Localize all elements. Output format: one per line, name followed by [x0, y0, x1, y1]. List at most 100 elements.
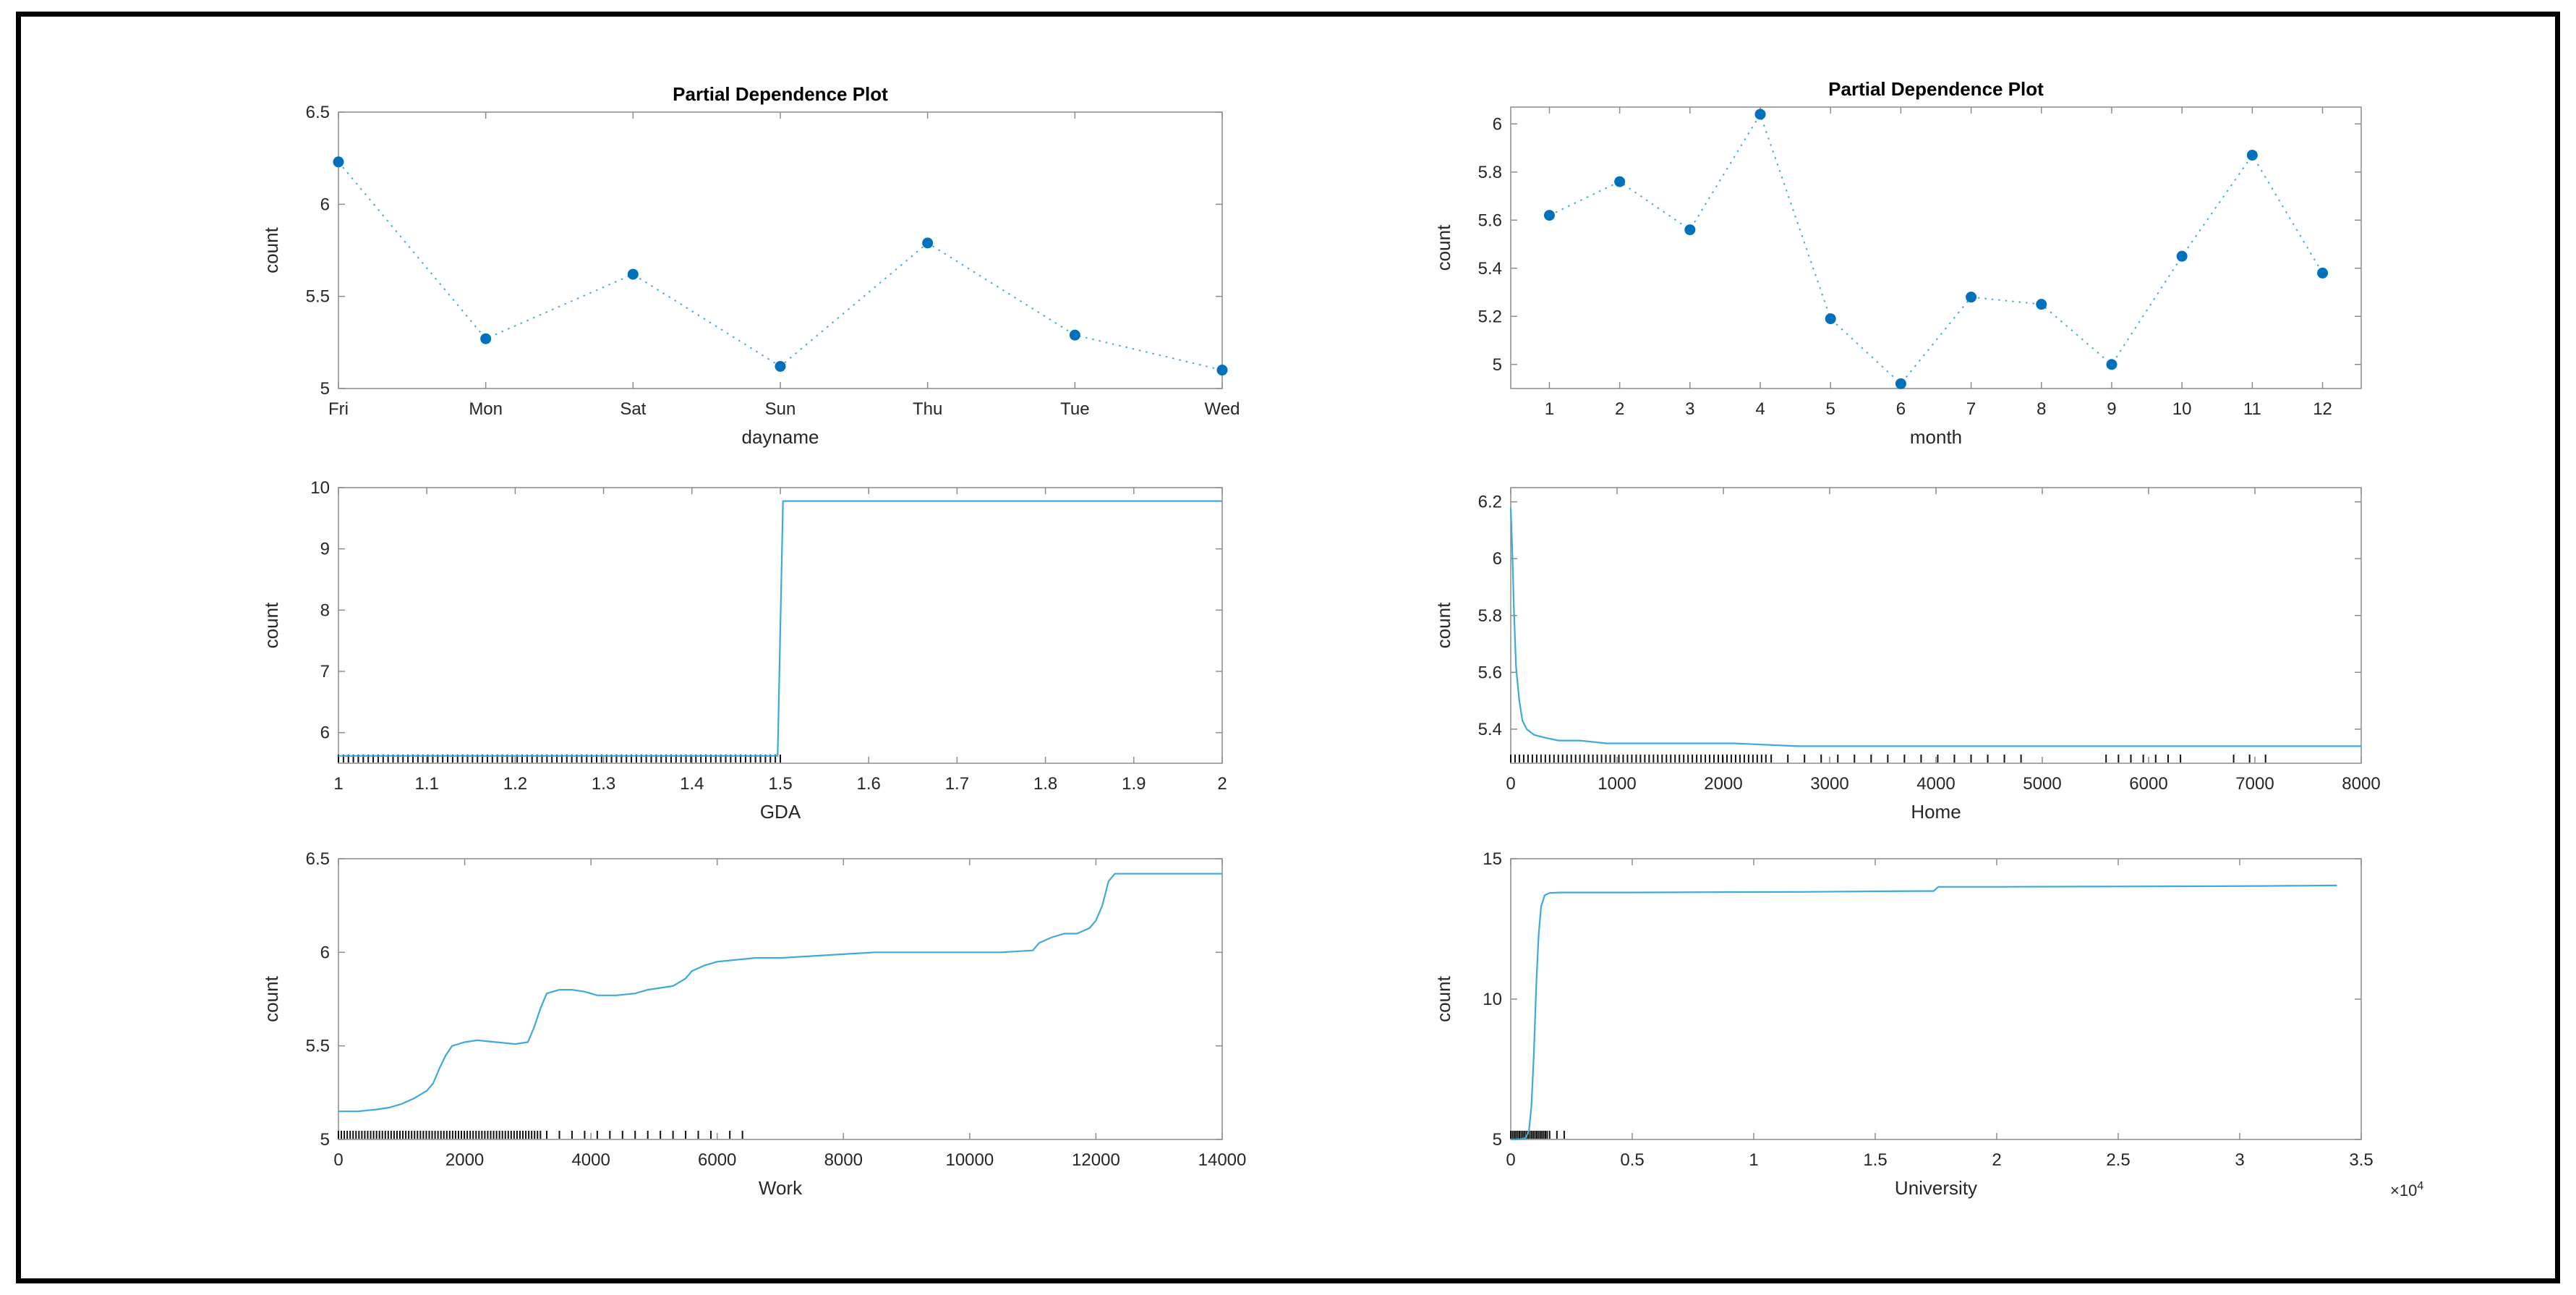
x-tick-label: 8000: [2342, 774, 2380, 794]
y-axis-label: count: [1433, 602, 1454, 648]
y-tick-label: 5.8: [1478, 163, 1502, 182]
x-tick-label: 14000: [1198, 1150, 1247, 1170]
data-marker: [2106, 359, 2117, 370]
y-tick-label: 5.5: [306, 1037, 330, 1056]
axes-box: [1510, 487, 2362, 764]
rug-marks: [338, 1131, 743, 1139]
x-tick-label: 1: [1749, 1150, 1758, 1170]
plot-dayname: Fri Mon Sat Sun Thu Tue Wed 5 5.5 6 6.5 Partial Dep…: [260, 83, 1240, 448]
data-marker: [2176, 250, 2188, 262]
x-tick-label: 1: [333, 774, 343, 794]
y-axis-label: count: [260, 975, 282, 1022]
data-marker: [1825, 313, 1836, 325]
pdp-line: [1549, 112, 2324, 385]
x-tick-label: 2: [1217, 774, 1227, 794]
axes-box: [338, 111, 1223, 389]
x-tick-label: 1.5: [1863, 1150, 1887, 1170]
y-tick-label: 5: [1493, 355, 1502, 375]
data-marker: [922, 237, 934, 249]
x-tick-label: 8: [2037, 399, 2046, 419]
x-tick-label: 4: [1755, 399, 1765, 419]
data-marker: [775, 360, 786, 372]
y-axis-label: count: [1433, 975, 1454, 1022]
x-tick-label: 1.9: [1122, 774, 1146, 794]
plot-work: 0 2000 4000 6000 8000 10000 12000 14000 5 5.5 6 6.5…: [260, 849, 1246, 1199]
data-marker: [2246, 149, 2258, 161]
data-marker: [333, 156, 344, 168]
x-tick-label: Mon: [469, 399, 503, 419]
y-tick-label: 6: [1493, 114, 1502, 134]
x-tick-label: Wed: [1205, 399, 1240, 419]
x-tick-label: Thu: [913, 399, 942, 419]
x-tick-label: Sat: [620, 399, 646, 419]
data-marker: [1754, 109, 1766, 120]
pdp-line: [338, 161, 1223, 371]
y-tick-label: 5.5: [306, 287, 330, 307]
y-tick-label: 5.6: [1478, 211, 1502, 230]
x-axis-label: GDA: [760, 801, 801, 823]
x-tick-label: 2000: [1704, 774, 1742, 794]
y-tick-label: 5: [320, 1130, 330, 1150]
x-tick-label: 4000: [1916, 774, 1955, 794]
x-tick-label: 9: [2107, 399, 2116, 419]
y-tick-label: 6: [320, 195, 330, 214]
data-marker: [1684, 224, 1696, 236]
x-tick-label: 1.6: [857, 774, 881, 794]
x-tick-label: 3: [2235, 1150, 2244, 1170]
y-tick-label: 6: [320, 943, 330, 962]
x-tick-label: 1000: [1598, 774, 1636, 794]
x-tick-label: 1.4: [680, 774, 704, 794]
x-tick-label: 3: [1685, 399, 1694, 419]
x-tick-label: Fri: [328, 399, 349, 419]
x-tick-label: 0: [333, 1150, 343, 1170]
x-tick-label: Sun: [765, 399, 796, 419]
y-tick-label: 6.5: [306, 103, 330, 122]
x-axis-label: Work: [759, 1177, 803, 1199]
x-tick-label: 1.7: [945, 774, 969, 794]
x-axis-label: University: [1895, 1177, 1977, 1199]
data-marker: [1895, 378, 1906, 389]
y-axis-label: count: [260, 602, 282, 648]
axes-box: [1510, 858, 2362, 1140]
x-axis-label: dayname: [742, 426, 819, 448]
y-tick-label: 5: [1493, 1130, 1502, 1150]
chart-title: Partial Dependence Plot: [1828, 78, 2044, 100]
pdp-line: [338, 500, 1222, 757]
chart-title: Partial Dependence Plot: [673, 83, 888, 105]
plot-university: 0 0.5 1 1.5 2 2.5 3 3.5 5 10 15 University count ×104: [1433, 849, 2423, 1200]
x-tick-label: 2000: [445, 1150, 484, 1170]
y-tick-label: 5.8: [1478, 606, 1502, 626]
pdp-line: [338, 872, 1222, 1113]
x-tick-label: 0: [1506, 1150, 1515, 1170]
x-tick-label: 2: [1992, 1150, 2001, 1170]
data-marker: [1614, 176, 1626, 187]
data-marker: [1216, 365, 1228, 376]
y-tick-label: 6: [1493, 549, 1502, 569]
x-tick-label: 4000: [571, 1150, 610, 1170]
data-marker: [2317, 267, 2329, 279]
x-tick-label: 1.1: [415, 774, 439, 794]
data-marker: [2036, 299, 2047, 310]
pdp-line: [1511, 884, 2337, 1141]
x-tick-label: 0: [1506, 774, 1515, 794]
x-tick-label: 3.5: [2349, 1150, 2373, 1170]
data-marker: [627, 268, 639, 280]
rug-marks: [1510, 755, 2266, 763]
x-tick-label: 10: [2172, 399, 2192, 419]
x-tick-label: 6000: [698, 1150, 736, 1170]
y-tick-label: 10: [1483, 990, 1502, 1009]
y-tick-label: 15: [1483, 849, 1502, 869]
x-tick-label: 12: [2313, 399, 2332, 419]
x-axis-exponent: ×104: [2390, 1180, 2423, 1200]
axes-box: [338, 858, 1223, 1140]
y-tick-label: 5: [320, 379, 330, 399]
x-tick-label: 5000: [2023, 774, 2061, 794]
y-tick-label: 10: [310, 478, 330, 498]
x-tick-label: 11: [2243, 399, 2261, 419]
x-tick-label: 2.5: [2106, 1150, 2130, 1170]
x-axis-label: month: [1910, 426, 1962, 448]
y-axis-label: count: [1433, 224, 1454, 271]
